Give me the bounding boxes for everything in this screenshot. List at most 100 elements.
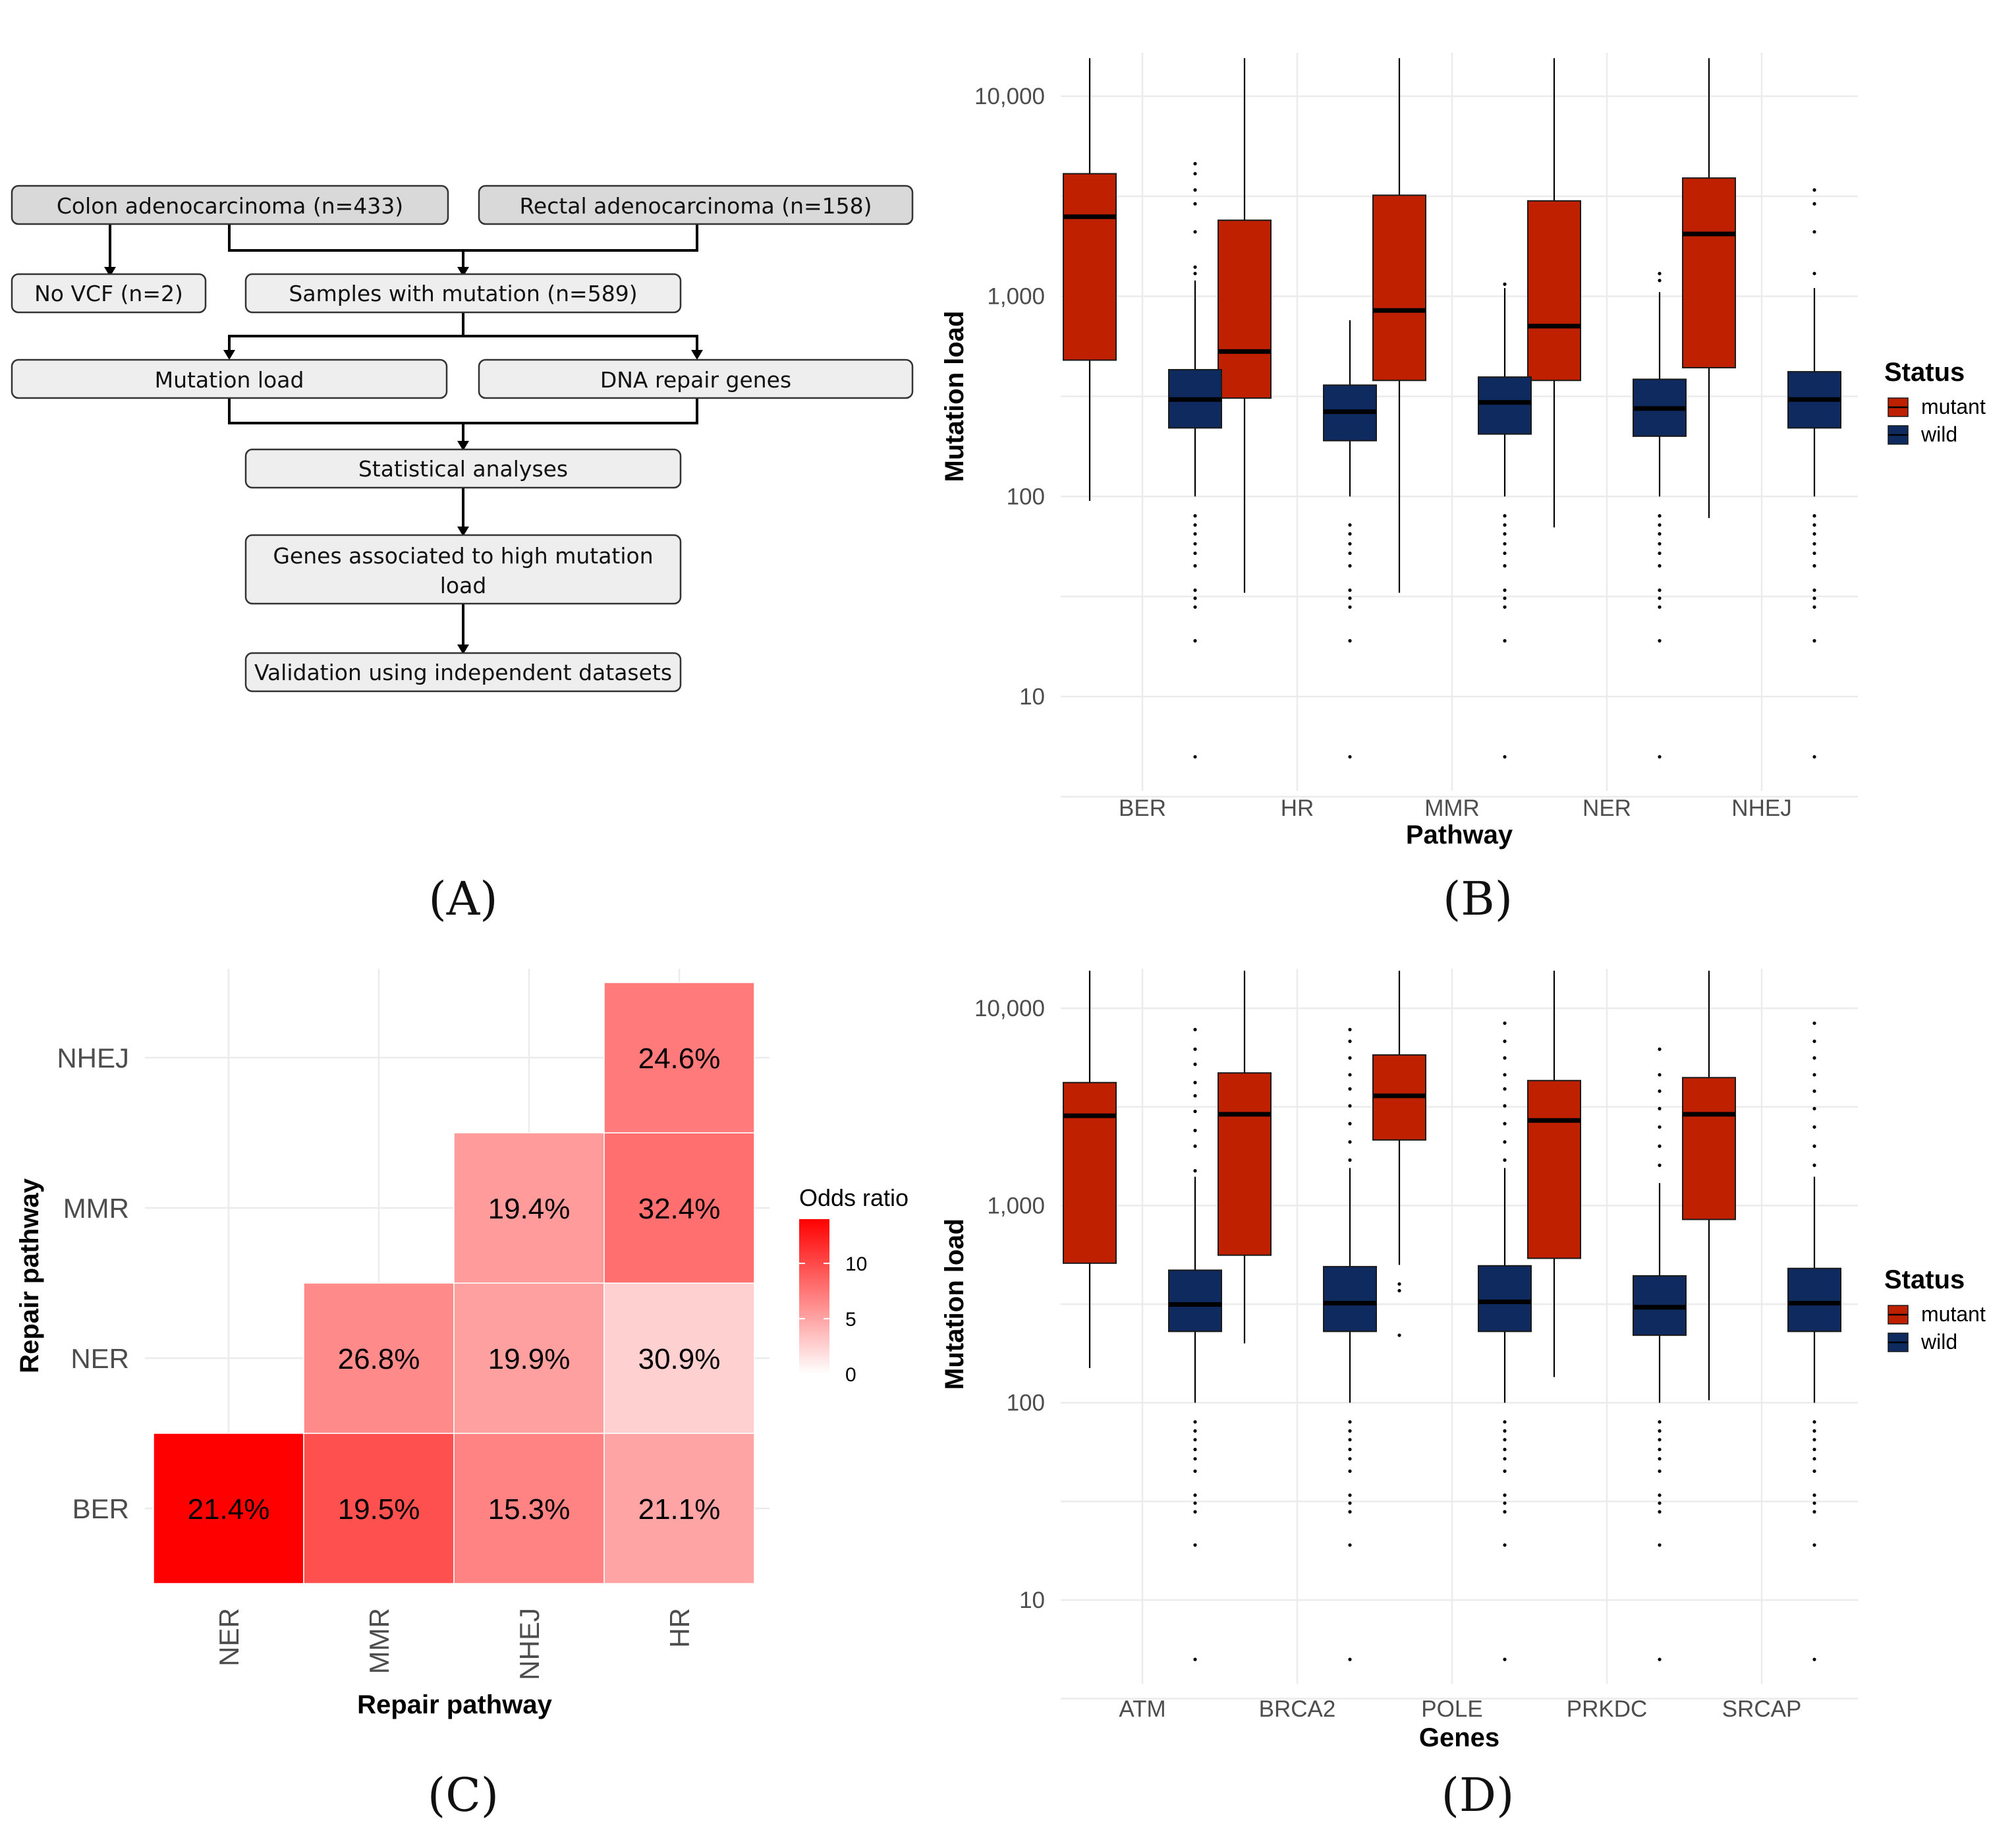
outlier-point [1503,1543,1507,1547]
outlier-point [1812,596,1816,600]
mutant-box-hr [1218,58,1272,593]
outlier-point [1348,551,1352,556]
flow-text-genes-line1: Genes associated to high mutation [273,543,653,569]
outlier-point [1503,1056,1507,1060]
x-tick-label: MMR [364,1608,395,1674]
outlier-point [1503,596,1507,600]
flow-text-stats: Statistical analyses [358,456,568,482]
outlier-point [1348,1122,1352,1126]
outlier-point [1193,542,1197,546]
legend-tick-label: 5 [845,1309,856,1331]
outlier-point [1812,188,1816,192]
heatmap-cell-label: 19.4% [488,1193,571,1225]
outlier-point [1503,542,1507,546]
outlier-point [1348,1429,1352,1433]
heatmap-cell-label: 21.4% [188,1493,270,1526]
outlier-point [1193,551,1197,556]
mutant-box-mmr [1372,58,1426,593]
outlier-point [1503,532,1507,536]
y-axis-title: Repair pathway [15,1178,44,1373]
flow-text-rectal: Rectal adenocarcinoma (n=158) [519,193,872,219]
heatmap-cell-label: 19.9% [488,1343,571,1375]
outlier-point [1193,1501,1197,1505]
y-tick-label: 10,000 [974,996,1045,1021]
outlier-point [1397,1333,1401,1337]
flow-text-genes-line2: load [440,573,487,598]
x-axis-title: Genes [1419,1723,1499,1752]
flow-box-stats: Statistical analyses [244,448,682,489]
chart-b-pathway-boxplot: 10 100 1,000 10,000 BER HR MMR NER NHEJ Pathway Mu… [940,53,1986,849]
outlier-point [1348,639,1352,643]
outlier-point [1658,514,1662,518]
heatmap-cell-label: 26.8% [338,1343,420,1375]
outlier-point [1812,1125,1816,1129]
flow-box-rectal: Rectal adenocarcinoma (n=158) [478,185,914,225]
iqr-box [1218,219,1272,399]
outlier-point [1658,1089,1662,1093]
outlier-point [1658,1469,1662,1474]
outlier-point [1812,1106,1816,1110]
mutant-box-atm [1063,971,1117,1368]
outlier-point [1348,1457,1352,1461]
x-tick-label: MMR [1424,795,1480,821]
outlier-point [1658,523,1662,527]
flow-box-validation: Validation using independent datasets [244,652,682,693]
outlier-point [1658,1447,1662,1452]
outlier-point [1503,1420,1507,1424]
outlier-point [1812,605,1816,609]
outlier-point [1397,1282,1401,1286]
outlier-point [1658,1657,1662,1661]
outlier-point [1503,1501,1507,1505]
outlier-point [1503,1122,1507,1126]
flow-text-validation: Validation using independent datasets [254,660,672,685]
outlier-point [1658,1429,1662,1433]
outlier-point [1348,523,1352,527]
outlier-point [1658,1125,1662,1129]
outlier-point [1193,1144,1197,1148]
outlier-point [1812,542,1816,546]
outlier-point [1348,542,1352,546]
y-tick-label: 1,000 [987,1193,1045,1218]
outlier-point [1348,596,1352,600]
outlier-point [1658,1047,1662,1051]
iqr-box [1063,1081,1117,1264]
y-tick-label: 100 [1007,484,1045,509]
legend-tick-label: 10 [845,1253,867,1275]
outlier-point [1658,551,1662,556]
outlier-point [1812,202,1816,206]
outlier-point [1503,1447,1507,1452]
outlier-point [1812,588,1816,592]
mutant-box-ner [1527,58,1581,528]
outlier-point [1193,1493,1197,1497]
heatmap-cell-label: 32.4% [638,1193,721,1225]
outlier-point [1503,605,1507,609]
outlier-point [1812,1501,1816,1505]
outlier-point [1812,1457,1816,1461]
legend-label: wild [1920,1330,1957,1354]
mutant-box-brca2 [1218,971,1272,1344]
outlier-point [1193,202,1197,206]
heatmap-cell-ner-mmr: 26.8% [303,1282,455,1434]
heatmap-tile [153,1433,304,1584]
outlier-point [1503,1087,1507,1091]
outlier-point [1348,1543,1352,1547]
legend-item-wild: wild [1888,1330,1957,1354]
outlier-point [1193,1081,1197,1085]
outlier-point [1193,1169,1197,1173]
outlier-point [1503,282,1507,286]
legend-item-mutant: mutant [1888,395,1986,418]
x-tick-label: HR [664,1608,695,1648]
heatmap-tile [453,1132,605,1284]
wild-box-hr [1323,320,1377,759]
outlier-point [1503,514,1507,518]
x-tick-label: POLE [1421,1696,1482,1722]
legend-label: mutant [1921,395,1986,418]
outlier-point [1812,1493,1816,1497]
y-tick-label: 1,000 [987,284,1045,310]
outlier-point [1503,1657,1507,1661]
outlier-point [1658,1457,1662,1461]
x-tick-label: SRCAP [1722,1696,1802,1722]
outlier-point [1812,755,1816,759]
iqr-box [1323,1266,1377,1332]
flowchart-connectors [104,224,703,654]
